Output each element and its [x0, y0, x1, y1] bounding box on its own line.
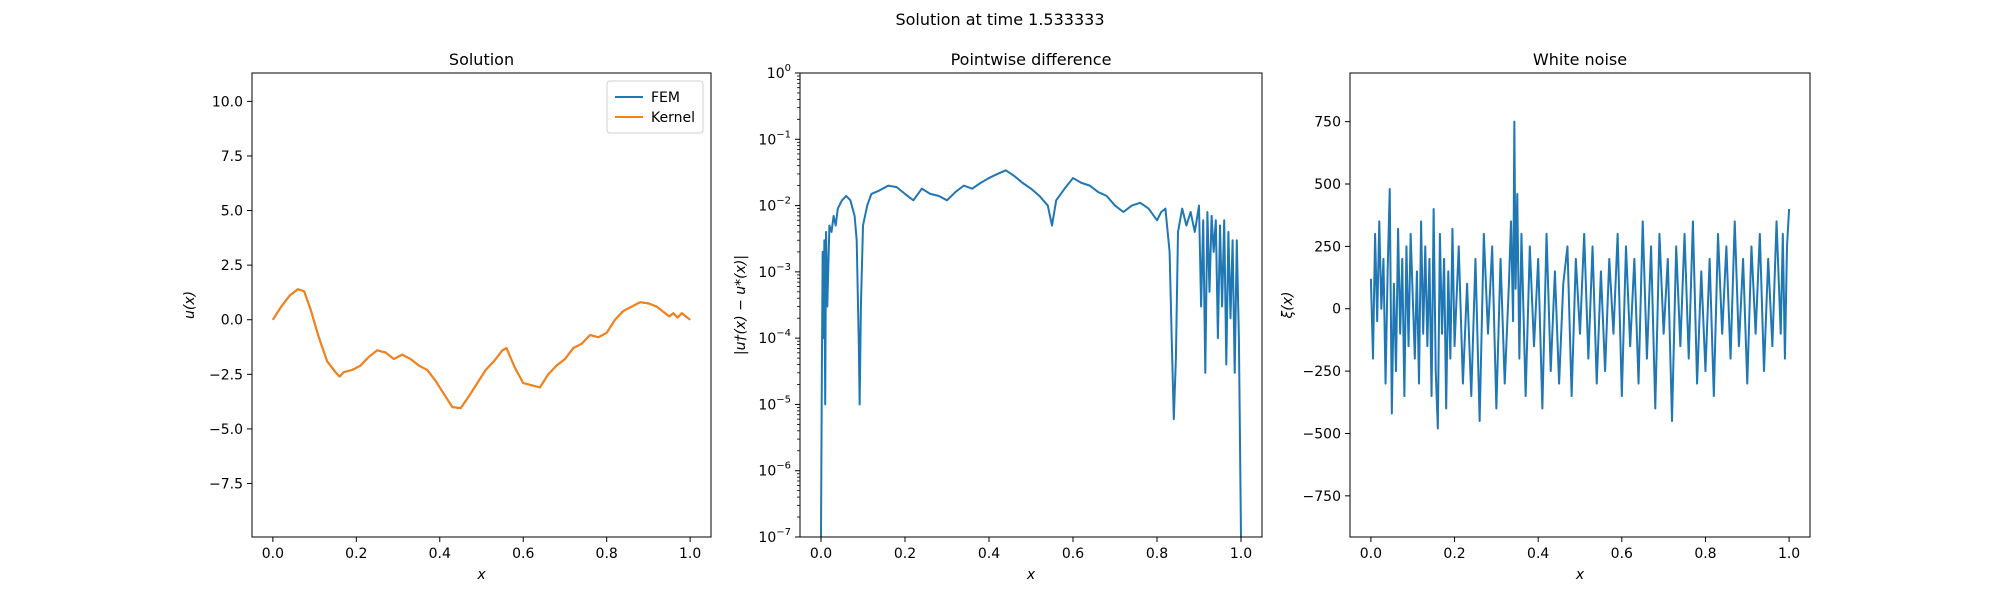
series-line-1	[272, 288, 691, 410]
y-tick-label: −2.5	[209, 367, 243, 383]
series-line-0	[272, 288, 691, 410]
x-tick-label: 0.6	[512, 546, 534, 562]
x-tick-label: 0.0	[810, 546, 832, 562]
series-line-0	[1369, 120, 1791, 430]
y-axis-label: u(x)	[182, 291, 198, 319]
y-tick-label: 0.0	[221, 313, 243, 329]
plot-frame	[251, 72, 712, 538]
x-tick-label: 0.0	[1360, 546, 1382, 562]
y-tick-label: 750	[1314, 115, 1341, 131]
x-tick-label: 1.0	[679, 546, 701, 562]
series-line-0	[820, 169, 1242, 537]
x-axis-label: x	[476, 567, 486, 583]
x-tick-label: 1.0	[1230, 546, 1252, 562]
y-tick-label: −250	[1303, 364, 1341, 380]
panel-pointwise-difference: 0.0 0.2 0.4 0.6 0.8 1.0 10−7 10−6 10−5 10−4 10−3 10…	[733, 50, 1263, 583]
x-axis-label: x	[1026, 567, 1036, 583]
y-axis-label: ξ(x)	[1280, 291, 1296, 319]
panel-title: White noise	[1533, 50, 1627, 69]
plot-frame	[799, 72, 1263, 538]
panel-title: Solution	[449, 50, 514, 69]
y-tick-label: 10−1	[758, 129, 791, 148]
x-tick-label: 0.8	[596, 546, 618, 562]
x-tick-label: 0.2	[345, 546, 367, 562]
y-tick-label: 10−3	[758, 262, 791, 281]
x-tick-label: 0.4	[978, 546, 1000, 562]
legend: FEM Kernel	[606, 80, 704, 134]
y-tick-label: 7.5	[221, 149, 243, 165]
y-tick-label: 10−6	[758, 461, 791, 480]
y-tick-label: 500	[1314, 177, 1341, 193]
y-tick-label: −5.0	[209, 422, 243, 438]
x-axis-label: x	[1575, 567, 1585, 583]
y-tick-label: 5.0	[221, 204, 243, 220]
x-tick-label: 0.4	[1527, 546, 1549, 562]
y-tick-label: 10−5	[758, 394, 791, 413]
y-tick-label: −7.5	[209, 477, 243, 493]
legend-box	[606, 80, 704, 134]
x-tick-label: 0.0	[262, 546, 284, 562]
y-tick-label: 0	[1332, 302, 1341, 318]
x-tick-label: 0.6	[1062, 546, 1084, 562]
y-tick-label: −750	[1303, 489, 1341, 505]
panel-title: Pointwise difference	[951, 50, 1112, 69]
x-tick-label: 0.2	[1443, 546, 1465, 562]
figure-suptitle: Solution at time 1.533333	[895, 10, 1105, 29]
y-tick-label: 10−2	[758, 196, 791, 215]
x-tick-label: 0.8	[1146, 546, 1168, 562]
legend-label-0: FEM	[651, 90, 680, 106]
x-tick-label: 0.2	[894, 546, 916, 562]
y-axis-label: |u†(x) − u*(x)|	[733, 255, 749, 355]
y-tick-label: 10.0	[212, 94, 243, 110]
y-tick-label: 10−4	[758, 328, 791, 347]
y-tick-label: 10−7	[758, 527, 791, 546]
y-tick-label: 250	[1314, 239, 1341, 255]
y-tick-label: −500	[1303, 426, 1341, 442]
x-tick-label: 0.4	[429, 546, 451, 562]
y-tick-label: 100	[767, 63, 791, 82]
panel-solution: 0.0 0.2 0.4 0.6 0.8 1.0 −7.5 −5.0 −2.5 0.0 2.5 5.0 7…	[182, 50, 712, 583]
y-tick-label: 2.5	[221, 258, 243, 274]
legend-label-1: Kernel	[651, 110, 695, 126]
panel-white-noise: 0.0 0.2 0.4 0.6 0.8 1.0 −750 −500 −250 0 250 500 750…	[1280, 50, 1811, 583]
x-tick-label: 1.0	[1778, 546, 1800, 562]
x-tick-label: 0.6	[1611, 546, 1633, 562]
x-tick-label: 0.8	[1694, 546, 1716, 562]
plot-frame	[1349, 72, 1811, 538]
